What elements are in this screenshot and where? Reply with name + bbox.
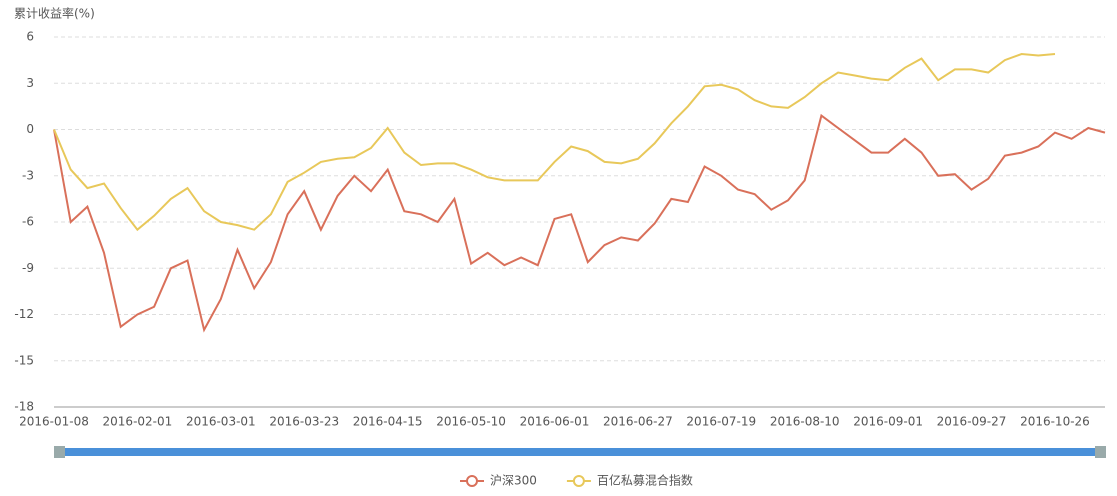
y-axis-label: 累计收益率(%)	[14, 6, 95, 21]
y-tick-label: -6	[22, 215, 34, 229]
x-tick-label: 2016-05-10	[436, 415, 506, 429]
y-tick-label: -12	[14, 307, 34, 321]
legend-marker	[466, 475, 478, 487]
x-tick-label: 2016-06-01	[520, 415, 590, 429]
slider-bar[interactable]	[60, 448, 1100, 456]
x-tick-label: 2016-01-08	[19, 415, 89, 429]
x-tick-label: 2016-06-27	[603, 415, 673, 429]
y-tick-label: -18	[14, 400, 34, 414]
zoom-slider[interactable]	[54, 446, 1106, 458]
slider-handle[interactable]	[54, 446, 65, 458]
legend-label[interactable]: 百亿私募混合指数	[597, 473, 693, 488]
y-tick-label: 6	[26, 30, 34, 44]
y-tick-label: -3	[22, 168, 34, 182]
y-tick-label: 0	[26, 122, 34, 136]
legend-label[interactable]: 沪深300	[490, 474, 537, 488]
x-tick-label: 2016-09-27	[937, 415, 1007, 429]
legend-marker	[572, 475, 585, 487]
x-tick-label: 2016-09-01	[853, 415, 923, 429]
slider-handle[interactable]	[1095, 446, 1106, 458]
x-tick-label: 2016-02-01	[103, 415, 173, 429]
y-tick-label: 3	[26, 76, 34, 90]
y-tick-label: -15	[14, 353, 34, 367]
x-tick-label: 2016-04-15	[353, 415, 423, 429]
x-tick-label: 2016-10-26	[1020, 415, 1090, 429]
y-tick-label: -9	[22, 261, 34, 275]
x-tick-label: 2016-03-23	[269, 415, 339, 429]
x-tick-label: 2016-08-10	[770, 415, 840, 429]
series-line	[53, 52, 1056, 232]
x-tick-label: 2016-07-19	[686, 415, 756, 429]
x-tick-label: 2016-03-01	[186, 415, 256, 429]
series-line	[53, 113, 1106, 333]
